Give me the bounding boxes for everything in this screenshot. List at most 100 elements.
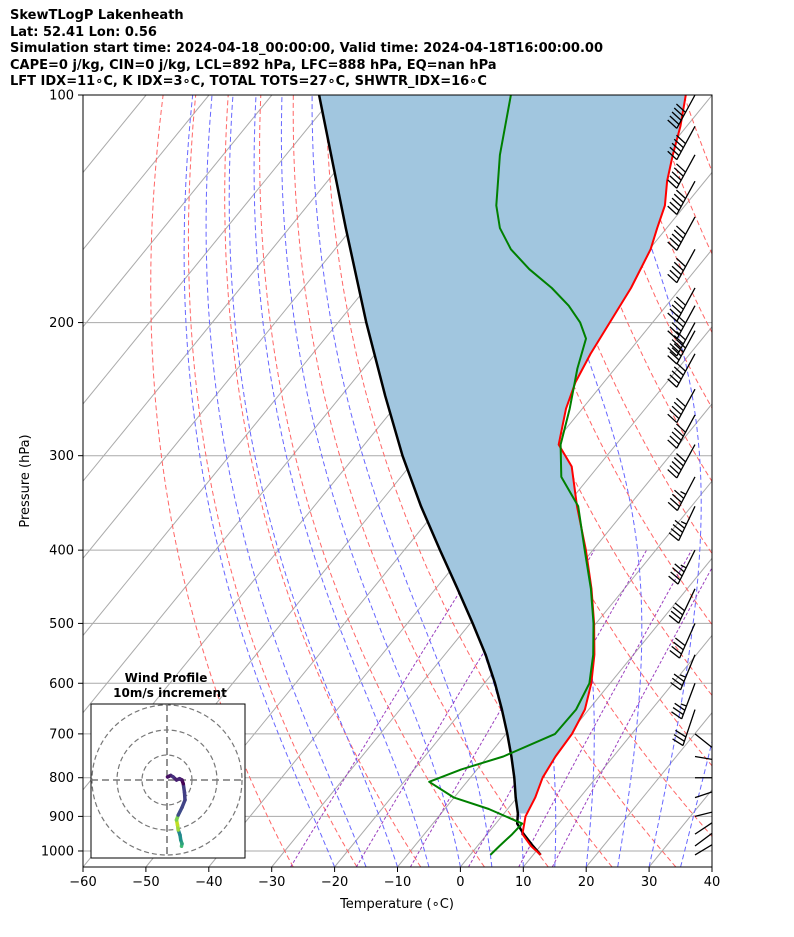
moist-adiabat [183, 95, 336, 867]
wind-barb-flag [675, 296, 686, 306]
wind-barb-staff [694, 822, 712, 835]
dry-adiabat [520, 95, 712, 555]
wind-barb-flag [670, 571, 681, 581]
wind-barb [667, 216, 696, 251]
wind-barb [667, 95, 696, 129]
wind-barb-flag [673, 193, 684, 203]
wind-barb-staff [694, 832, 712, 847]
title-times: Simulation start time: 2024-04-18_00:00:… [10, 41, 603, 56]
title-location: Lat: 52.41 Lon: 0.56 [10, 24, 157, 40]
wind-barb-staff [676, 95, 696, 129]
wind-barb-flag [671, 370, 682, 380]
wind-barb-flag [668, 575, 679, 585]
x-tick-label: 0 [456, 875, 464, 890]
moist-adiabat [680, 739, 712, 867]
wind-barb-flag [668, 614, 680, 624]
isotherm-line [522, 634, 712, 867]
wind-barb [694, 832, 712, 847]
wind-barb-flag [672, 524, 683, 533]
mixing-ratio-line [551, 566, 712, 867]
wind-barb-flag [674, 519, 685, 529]
wind-barb-flag [670, 528, 682, 537]
wind-barb-flag [675, 729, 687, 738]
wind-barb-flag [673, 300, 684, 310]
y-tick-label: 900 [49, 810, 74, 825]
wind-barb-flag [669, 175, 680, 185]
wind-barb [694, 733, 725, 765]
dry-adiabat [259, 95, 485, 867]
wind-barb [667, 248, 696, 284]
dry-adiabat [187, 95, 358, 867]
wind-barb-flag [667, 241, 678, 251]
isotherm-line [83, 95, 273, 328]
wind-barb-flag [669, 146, 680, 157]
x-tick-label: 30 [641, 875, 658, 890]
wind-barb-staff [682, 709, 696, 746]
wind-barb [667, 154, 696, 189]
wind-barb-flag [672, 707, 684, 716]
wind-barb-flag [667, 330, 678, 340]
y-tick-label: 1000 [41, 844, 74, 859]
wind-barb-flag [669, 465, 680, 475]
wind-barb-flag [669, 115, 680, 125]
wind-barb-flag [669, 343, 680, 353]
x-tick-label: −10 [384, 875, 411, 890]
cin-shaded-area [319, 95, 686, 814]
wind-barb-flag [667, 469, 678, 479]
wind-barb-staff [678, 623, 696, 659]
wind-barb-staff [694, 843, 712, 856]
wind-barb-flag [671, 431, 682, 441]
wind-barb-staff [694, 791, 712, 799]
wind-barb-flag [673, 167, 684, 177]
wind-barb-flag [667, 439, 678, 449]
x-tick-label: −20 [321, 875, 348, 890]
wind-barb-flag [675, 397, 686, 408]
wind-barb-staff [694, 733, 712, 749]
wind-barb-flag [669, 351, 680, 361]
wind-barb-flag [671, 265, 682, 276]
x-axis-label: Temperature (∘C) [339, 897, 454, 912]
x-tick-label: −50 [132, 875, 159, 890]
wind-barb [671, 683, 696, 720]
wind-barb-flag [675, 134, 686, 145]
wind-barb-flag [671, 171, 682, 181]
wind-barb-staff [694, 755, 712, 761]
isotherm-line [334, 403, 712, 867]
wind-barb-flag [674, 702, 686, 711]
wind-barb-flag [671, 711, 683, 720]
wind-barb-flag [667, 119, 678, 129]
y-tick-label: 200 [49, 316, 74, 331]
wind-barb-flag [669, 650, 680, 659]
wind-barb-flag [667, 355, 678, 365]
wind-barb-flag [671, 322, 682, 332]
moist-adiabat [280, 95, 461, 867]
wind-barb-staff [676, 180, 696, 215]
dry-adiabat [292, 95, 549, 867]
isotherm-line [83, 95, 210, 251]
wind-barb-staff [694, 811, 712, 818]
wind-barb-flag [715, 758, 725, 765]
wind-barb [669, 623, 696, 659]
wind-barb-staff [678, 506, 696, 541]
wind-barb-flag [669, 237, 680, 247]
wind-barb-flag [731, 786, 732, 798]
wind-barb-flag [675, 189, 686, 199]
wind-barb [667, 414, 696, 449]
wind-barb-flag [671, 111, 682, 121]
wind-barb-flag [674, 489, 685, 499]
wind-profile-title: Wind Profile [125, 671, 208, 685]
wind-barb-flag [667, 179, 678, 189]
wind-barb-flag [672, 738, 684, 747]
wind-barb-flag [669, 308, 680, 318]
wind-profile-segment [165, 774, 171, 779]
wind-barb-half-flag [680, 703, 687, 707]
dry-adiabat [749, 95, 794, 867]
wind-barb [667, 353, 696, 388]
moist-adiabat [514, 95, 643, 867]
wind-barb-flag [669, 201, 680, 211]
wind-barb-flag [667, 347, 678, 357]
moist-adiabat [711, 865, 712, 867]
wind-barb-staff [676, 414, 696, 449]
wind-barb [668, 506, 696, 542]
isotherm-line [648, 789, 712, 867]
